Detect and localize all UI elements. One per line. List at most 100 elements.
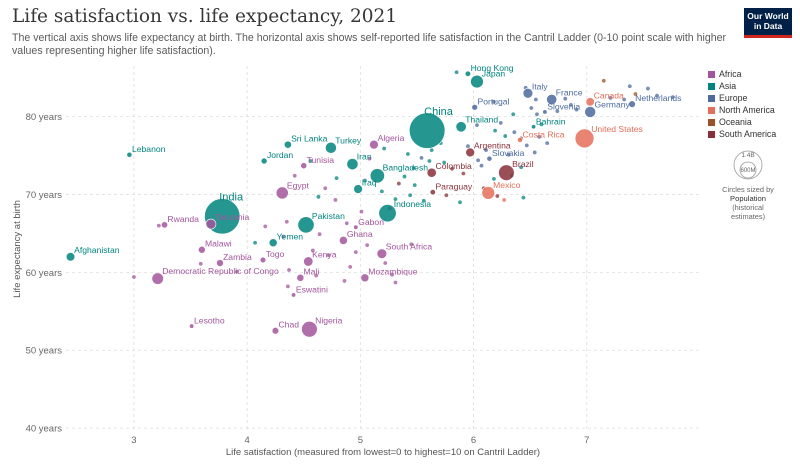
data-point-united-states: [574, 128, 595, 149]
point-label-turkey: Turkey: [335, 135, 362, 145]
legend-item-asia[interactable]: Asia: [708, 80, 798, 92]
y-tick-label-50: 50 years: [26, 346, 63, 357]
point-label-jordan: Jordan: [267, 150, 293, 160]
data-point-59: [367, 156, 372, 161]
size-legend-big-label: 1.4B: [741, 152, 754, 159]
point-label-yemen: Yemen: [277, 231, 304, 241]
data-point-paraguay: [429, 189, 436, 196]
point-label-south-africa: South Africa: [386, 242, 433, 252]
data-point-jordan: [260, 157, 268, 165]
data-point-bangladesh: [369, 168, 385, 184]
data-point-south-africa: [376, 248, 388, 259]
data-point-18: [535, 112, 539, 117]
data-point-63: [359, 209, 364, 214]
point-label-chad: Chad: [278, 320, 299, 330]
data-point-69: [326, 253, 331, 258]
size-legend: 1.4B 600M Circles sized by Population (h…: [708, 150, 788, 221]
owid-logo[interactable]: Our World in Data: [744, 8, 792, 38]
data-point-mozambique: [360, 273, 370, 283]
data-point-17: [574, 107, 579, 112]
data-point-15: [529, 106, 534, 110]
data-point-48: [362, 178, 367, 183]
point-label-colombia: Colombia: [435, 161, 472, 171]
x-axis-label: Life satisfaction (measured from lowest=…: [226, 447, 540, 458]
point-label-democratic-republic-of-congo: Democratic Republic of Congo: [162, 266, 279, 276]
data-point-sri-lanka: [283, 140, 292, 149]
data-point-70: [353, 250, 358, 255]
chart-title: Life satisfaction vs. life expectancy, 2…: [12, 6, 398, 27]
data-point-tanzania: [205, 218, 217, 230]
data-point-8: [633, 92, 638, 96]
data-point-germany: [584, 106, 596, 118]
data-point-61: [408, 193, 413, 198]
data-point-14: [492, 99, 496, 104]
data-point-26: [545, 141, 550, 145]
data-point-malawi: [198, 245, 206, 254]
data-point-54: [308, 159, 313, 163]
data-point-85: [263, 224, 268, 229]
data-point-slovenia: [542, 109, 548, 115]
data-point-27: [537, 134, 542, 139]
point-label-canada: Canada: [594, 90, 624, 100]
point-label-egypt: Egypt: [287, 180, 310, 190]
data-point-yemen: [268, 238, 278, 248]
data-point-pakistan: [297, 216, 315, 234]
data-point-12: [622, 97, 627, 102]
point-label-lesotho: Lesotho: [194, 316, 225, 326]
data-point-france: [546, 94, 558, 105]
data-point-rwanda: [161, 221, 168, 229]
data-point-64: [344, 221, 349, 226]
data-point-88: [427, 159, 432, 163]
x-tick-label-3: 3: [131, 435, 136, 446]
data-point-33: [429, 148, 434, 153]
point-label-mexico: Mexico: [493, 180, 520, 190]
point-label-indonesia: Indonesia: [394, 199, 431, 209]
data-point-51: [421, 198, 426, 203]
data-point-21: [512, 130, 517, 135]
point-label-germany: Germany: [594, 100, 630, 110]
data-point-35: [406, 152, 410, 156]
point-label-brazil: Brazil: [512, 159, 534, 169]
data-point-mali: [296, 273, 305, 282]
data-point-71: [365, 243, 370, 248]
legend-item-south-america[interactable]: South America: [708, 128, 798, 140]
data-point-46: [402, 174, 407, 179]
legend-item-africa[interactable]: Africa: [708, 68, 798, 80]
data-point-84: [156, 223, 161, 228]
legend-item-europe[interactable]: Europe: [708, 92, 798, 104]
data-point-86: [284, 219, 289, 224]
data-point-20: [475, 123, 479, 128]
data-point-mexico: [481, 186, 496, 200]
point-label-nigeria: Nigeria: [315, 315, 342, 325]
point-label-mali: Mali: [304, 267, 320, 277]
logo-line-2: in Data: [753, 20, 783, 31]
data-point-31: [476, 158, 480, 163]
data-point-9: [533, 97, 538, 102]
legend-item-north-america[interactable]: North America: [708, 104, 798, 116]
legend-item-oceania[interactable]: Oceania: [708, 116, 798, 128]
data-point-kenya: [303, 256, 314, 267]
data-point-brazil: [498, 164, 515, 181]
data-point-76: [393, 280, 398, 285]
y-axis-label: Life expectancy at birth: [12, 200, 23, 298]
data-point-79: [342, 279, 347, 283]
data-point-78: [287, 268, 291, 272]
point-label-eswatini: Eswatini: [296, 285, 328, 295]
data-point-1: [454, 70, 459, 75]
point-label-japan: Japan: [482, 69, 506, 79]
point-label-bahrain: Bahrain: [536, 116, 566, 126]
data-point-67: [253, 240, 257, 245]
data-point-65: [317, 232, 322, 237]
point-label-netherlands: Netherlands: [635, 93, 681, 103]
data-point-39: [479, 163, 484, 168]
data-point-egypt: [275, 186, 289, 200]
data-point-netherlands: [628, 100, 636, 108]
data-point-56: [323, 186, 328, 191]
data-point-30: [484, 148, 488, 153]
data-point-73: [409, 242, 414, 247]
data-point-turkey: [325, 141, 337, 154]
data-point-indonesia: [378, 204, 397, 223]
logo-line-1: Our World: [747, 11, 789, 21]
data-point-nigeria: [301, 321, 318, 338]
